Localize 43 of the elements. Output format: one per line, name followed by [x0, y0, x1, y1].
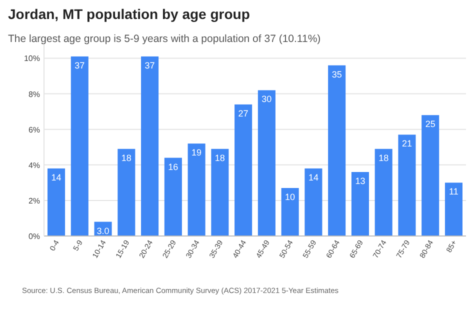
- bar: [118, 148, 136, 236]
- bar: [48, 168, 66, 236]
- y-tick-label: 10%: [24, 54, 40, 64]
- chart-subtitle: The largest age group is 5-9 years with a population of 37 (10.11%): [8, 33, 321, 45]
- bar: [374, 148, 392, 236]
- bar: [398, 134, 416, 236]
- bar: [234, 104, 252, 236]
- bar: [141, 56, 159, 236]
- annotation: 3.0: [96, 226, 110, 236]
- annotation: 27: [238, 108, 248, 118]
- bar: [70, 56, 88, 236]
- y-tick-label: 0%: [28, 232, 40, 241]
- bar: [444, 182, 462, 236]
- annotation: 14: [51, 172, 62, 182]
- bar: [328, 65, 346, 236]
- annotation: 10: [285, 192, 296, 202]
- bar: [211, 148, 229, 236]
- annotation: 18: [378, 152, 389, 163]
- bar: [188, 144, 206, 236]
- annotation: 16: [168, 162, 178, 172]
- annotation: 30: [262, 94, 272, 104]
- y-tick-label: 2%: [28, 196, 40, 206]
- annotation: 37: [74, 60, 85, 70]
- annotation: 11: [449, 186, 458, 197]
- annotation: 35: [332, 69, 342, 80]
- y-tick-label: 8%: [28, 90, 40, 99]
- annotation: 14: [308, 172, 318, 182]
- annotation: 18: [121, 152, 132, 163]
- annotation: 18: [214, 152, 225, 163]
- annotation: 21: [402, 138, 412, 149]
- chart-title: Jordan, MT population by age group: [8, 6, 250, 22]
- bar: [164, 158, 182, 236]
- bar: [258, 90, 276, 236]
- annotation: 25: [425, 119, 436, 130]
- annotation: 13: [355, 176, 366, 186]
- bar: [281, 188, 299, 236]
- y-tick-label: 6%: [28, 125, 40, 134]
- annotation: 19: [192, 148, 202, 158]
- bar: [351, 172, 369, 236]
- bar: [304, 168, 322, 236]
- annotation: 37: [144, 60, 155, 70]
- bar: [422, 115, 440, 236]
- y-tick-label: 4%: [28, 160, 40, 170]
